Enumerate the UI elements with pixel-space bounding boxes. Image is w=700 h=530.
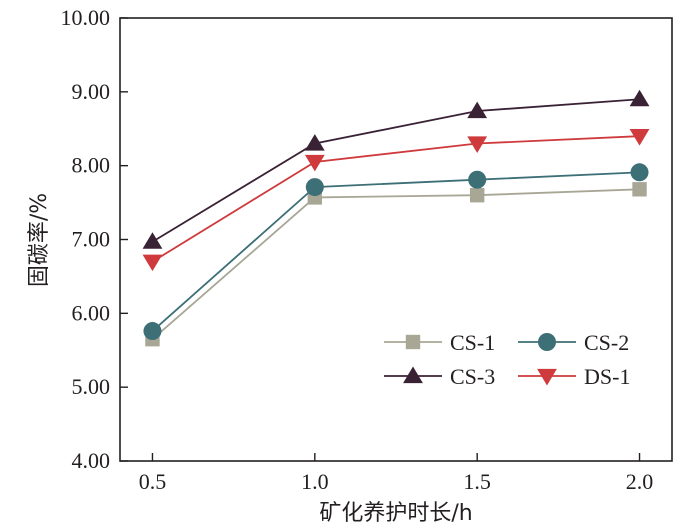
- data-point-cs-3: [304, 134, 325, 151]
- series-line-cs-2: [151, 171, 640, 332]
- legend-item-cs-3: CS-3: [384, 364, 495, 389]
- x-tick-label: 1.0: [301, 469, 329, 494]
- y-tick-label: 9.00: [72, 79, 111, 104]
- y-tick-label: 5.00: [72, 374, 111, 399]
- y-tick-label: 7.00: [72, 227, 111, 252]
- data-point-ds-1: [304, 154, 325, 172]
- series-cs-1: [145, 182, 647, 347]
- legend-marker: [403, 366, 423, 384]
- x-tick-label: 1.5: [463, 469, 491, 494]
- legend-label: CS-1: [450, 330, 495, 355]
- y-tick-label: 8.00: [72, 153, 111, 178]
- legend-label: CS-3: [450, 364, 495, 389]
- legend-item-ds-1: DS-1: [518, 364, 630, 389]
- series-cs-2: [143, 163, 649, 341]
- legend-marker: [538, 333, 556, 351]
- data-point-cs-3: [629, 89, 650, 107]
- data-point-cs-2: [468, 170, 487, 189]
- series-cs-3: [142, 89, 650, 249]
- y-tick-label: 10.00: [61, 5, 111, 30]
- x-tick-label: 2.0: [626, 469, 654, 494]
- y-tick-label: 4.00: [72, 448, 111, 473]
- data-point-ds-1: [142, 254, 163, 272]
- data-point-cs-1: [632, 182, 647, 197]
- data-point-cs-2: [305, 178, 324, 197]
- x-axis-title: 矿化养护时长/h: [319, 501, 472, 526]
- data-point-ds-1: [629, 129, 650, 146]
- data-point-cs-2: [143, 322, 162, 341]
- series-ds-1: [142, 129, 650, 272]
- series-line-ds-1: [151, 135, 640, 263]
- data-point-cs-1: [469, 188, 485, 203]
- data-point-cs-3: [142, 232, 163, 249]
- series-line-cs-1: [151, 188, 640, 340]
- legend-marker: [537, 368, 557, 386]
- series-layer: [142, 89, 650, 347]
- legend-label: CS-2: [584, 330, 629, 355]
- data-point-cs-2: [630, 163, 649, 182]
- legend-marker: [405, 334, 421, 350]
- data-point-cs-3: [467, 101, 488, 119]
- x-tick-label: 0.5: [139, 469, 167, 494]
- plot-frame: [119, 17, 673, 462]
- y-axis-title: 固碳率/%: [27, 193, 52, 287]
- legend-item-cs-1: CS-1: [384, 330, 495, 355]
- legend-item-cs-2: CS-2: [518, 330, 629, 355]
- legend: CS-1 CS-2 CS-3 DS-1: [384, 330, 630, 389]
- data-point-ds-1: [467, 136, 488, 153]
- series-line-cs-3: [152, 98, 640, 243]
- legend-label: DS-1: [584, 364, 630, 389]
- y-tick-label: 6.00: [72, 300, 111, 325]
- axes: 4.00 5.00 6.00 7.00 8.00 9.00 10.00 0.5 1.0 1.5 2.…: [61, 5, 673, 494]
